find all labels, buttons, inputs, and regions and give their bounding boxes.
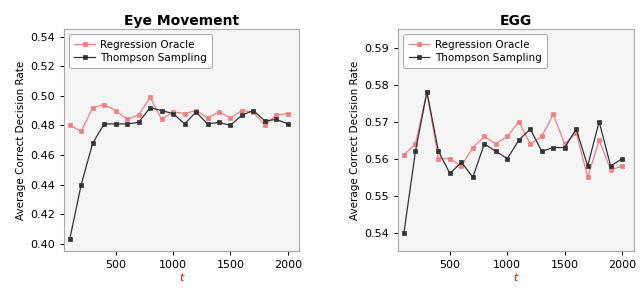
Regression Oracle	[446, 157, 454, 160]
Regression Oracle	[180, 112, 188, 115]
Regression Oracle	[595, 138, 603, 142]
Regression Oracle	[538, 135, 545, 138]
Thompson Sampling	[100, 122, 108, 126]
Thompson Sampling	[492, 150, 500, 153]
Regression Oracle	[124, 118, 131, 121]
Thompson Sampling	[618, 157, 626, 160]
Thompson Sampling	[169, 112, 177, 115]
Thompson Sampling	[561, 146, 568, 149]
Regression Oracle	[227, 116, 234, 120]
Title: Eye Movement: Eye Movement	[124, 14, 239, 28]
Regression Oracle	[481, 135, 488, 138]
Regression Oracle	[215, 110, 223, 114]
Thompson Sampling	[515, 138, 523, 142]
Regression Oracle	[572, 131, 580, 135]
Regression Oracle	[250, 110, 257, 114]
Regression Oracle	[261, 124, 269, 127]
Thompson Sampling	[261, 119, 269, 123]
Thompson Sampling	[66, 237, 74, 241]
Regression Oracle	[112, 109, 120, 112]
Thompson Sampling	[423, 90, 431, 94]
Regression Oracle	[100, 103, 108, 106]
Thompson Sampling	[458, 161, 465, 164]
Thompson Sampling	[549, 146, 557, 149]
Line: Thompson Sampling: Thompson Sampling	[68, 106, 290, 241]
Regression Oracle	[607, 168, 614, 171]
Line: Regression Oracle: Regression Oracle	[68, 95, 290, 133]
Title: EGG: EGG	[500, 14, 532, 28]
Thompson Sampling	[124, 122, 131, 126]
Thompson Sampling	[527, 127, 534, 131]
Regression Oracle	[435, 157, 442, 160]
Regression Oracle	[284, 112, 292, 115]
Y-axis label: Average Correct Decision Rate: Average Correct Decision Rate	[16, 60, 26, 220]
Regression Oracle	[458, 164, 465, 168]
Thompson Sampling	[412, 150, 419, 153]
Thompson Sampling	[504, 157, 511, 160]
Thompson Sampling	[273, 118, 280, 121]
Regression Oracle	[192, 109, 200, 112]
Thompson Sampling	[135, 121, 143, 124]
Regression Oracle	[515, 120, 523, 124]
Thompson Sampling	[538, 150, 545, 153]
Regression Oracle	[204, 116, 211, 120]
Legend: Regression Oracle, Thompson Sampling: Regression Oracle, Thompson Sampling	[403, 34, 547, 68]
Regression Oracle	[423, 90, 431, 94]
Thompson Sampling	[572, 127, 580, 131]
Regression Oracle	[584, 175, 591, 179]
Thompson Sampling	[157, 109, 165, 112]
Regression Oracle	[618, 164, 626, 168]
Thompson Sampling	[607, 164, 614, 168]
Thompson Sampling	[215, 121, 223, 124]
Regression Oracle	[89, 106, 97, 110]
Thompson Sampling	[89, 141, 97, 145]
Thompson Sampling	[284, 122, 292, 126]
Regression Oracle	[469, 146, 477, 149]
Thompson Sampling	[400, 231, 408, 234]
Thompson Sampling	[250, 109, 257, 112]
Thompson Sampling	[180, 122, 188, 126]
Regression Oracle	[412, 142, 419, 146]
Line: Thompson Sampling: Thompson Sampling	[402, 90, 624, 234]
Regression Oracle	[157, 118, 165, 121]
Regression Oracle	[527, 142, 534, 146]
Thompson Sampling	[77, 183, 85, 186]
Line: Regression Oracle: Regression Oracle	[402, 90, 624, 179]
Thompson Sampling	[204, 122, 211, 126]
Regression Oracle	[400, 153, 408, 157]
Thompson Sampling	[446, 172, 454, 175]
Thompson Sampling	[238, 113, 246, 117]
Thompson Sampling	[584, 164, 591, 168]
Regression Oracle	[492, 142, 500, 146]
Regression Oracle	[549, 112, 557, 116]
Regression Oracle	[66, 124, 74, 127]
Thompson Sampling	[469, 175, 477, 179]
Legend: Regression Oracle, Thompson Sampling: Regression Oracle, Thompson Sampling	[69, 34, 212, 68]
Thompson Sampling	[435, 150, 442, 153]
X-axis label: t: t	[179, 273, 184, 283]
X-axis label: t: t	[514, 273, 518, 283]
Regression Oracle	[561, 142, 568, 146]
Thompson Sampling	[192, 110, 200, 114]
Regression Oracle	[135, 113, 143, 117]
Thompson Sampling	[147, 106, 154, 110]
Thompson Sampling	[595, 120, 603, 124]
Regression Oracle	[273, 113, 280, 117]
Regression Oracle	[147, 95, 154, 99]
Thompson Sampling	[227, 124, 234, 127]
Regression Oracle	[238, 109, 246, 112]
Y-axis label: Average Correct Decision Rate: Average Correct Decision Rate	[350, 60, 360, 220]
Regression Oracle	[77, 130, 85, 133]
Regression Oracle	[169, 110, 177, 114]
Regression Oracle	[504, 135, 511, 138]
Thompson Sampling	[481, 142, 488, 146]
Thompson Sampling	[112, 122, 120, 126]
